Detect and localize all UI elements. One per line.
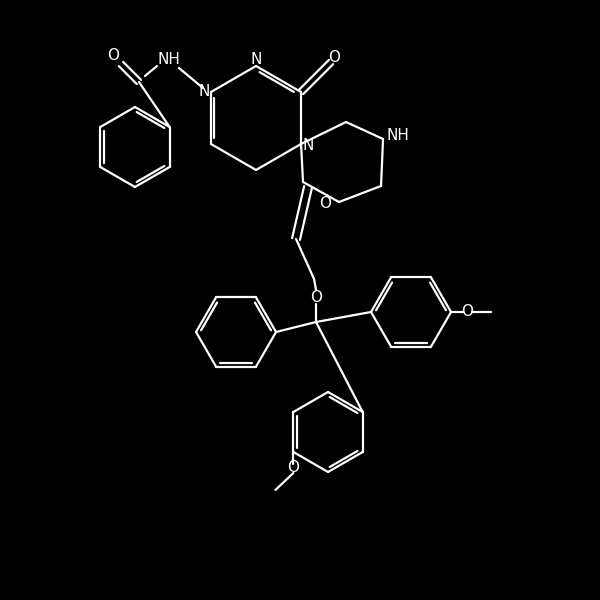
Text: O: O bbox=[287, 461, 299, 475]
Text: N: N bbox=[198, 85, 209, 100]
Text: O: O bbox=[310, 289, 322, 304]
Text: O: O bbox=[461, 304, 473, 319]
Text: NH: NH bbox=[386, 128, 409, 143]
Text: O: O bbox=[328, 50, 340, 65]
Text: N: N bbox=[302, 139, 314, 154]
Text: O: O bbox=[107, 49, 119, 64]
Text: O: O bbox=[319, 196, 331, 211]
Text: NH: NH bbox=[158, 52, 181, 67]
Text: N: N bbox=[250, 52, 262, 67]
